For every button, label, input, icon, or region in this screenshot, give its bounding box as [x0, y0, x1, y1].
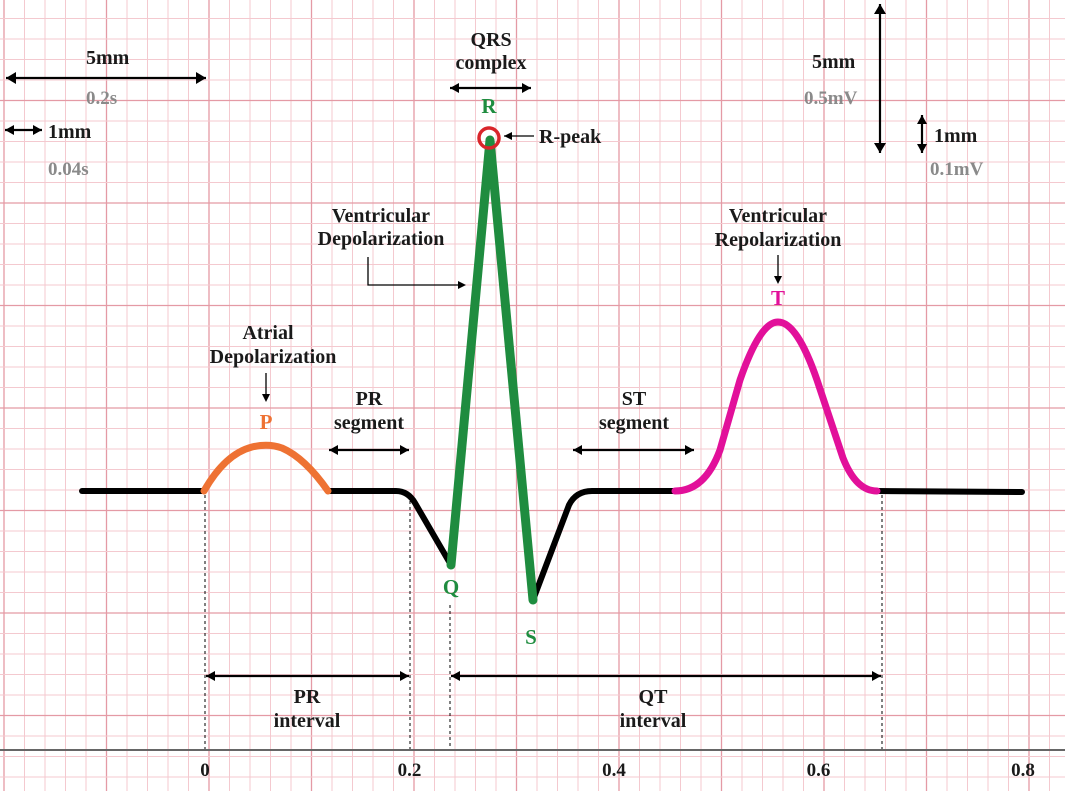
- qrs-complex-label-line1: QRS: [470, 29, 511, 51]
- r-peak-label: R-peak: [539, 126, 602, 148]
- atrial-depolarization-arrow: [262, 373, 270, 402]
- volt-scale-minor-arrow: [917, 115, 927, 153]
- st-segment-trace: [530, 488, 678, 603]
- ventricular-depolarization-arrow: [367, 257, 466, 289]
- pr-interval-label-line2: interval: [274, 710, 341, 732]
- pr-segment-trace: [325, 488, 454, 568]
- volt-major-value: 0.5mV: [804, 88, 858, 109]
- wave-t-label: T: [771, 286, 785, 310]
- p-wave: [200, 441, 332, 495]
- pr-segment-arrow: [329, 445, 409, 455]
- wave-r-label: R: [481, 94, 497, 118]
- pr-segment-label-line1: PR: [356, 388, 383, 410]
- ventricular-repolarization-arrow: [774, 255, 782, 284]
- volt-minor-value: 0.1mV: [930, 159, 984, 180]
- st-segment-label-line2: segment: [599, 412, 669, 434]
- ventricular-repolarization-label-line2: Repolarization: [715, 229, 842, 251]
- qrs-complex-label-line2: complex: [455, 52, 526, 74]
- baseline-after-t: [874, 488, 1025, 495]
- qt-interval-arrow: [451, 671, 881, 681]
- qrs-complex-arrow: [450, 83, 531, 93]
- time-major-label: 5mm: [86, 47, 130, 69]
- ventricular-depolarization-label-line2: Depolarization: [318, 228, 445, 250]
- time-axis-tick-label: 0.8: [1011, 760, 1035, 781]
- volt-major-label: 5mm: [812, 51, 856, 73]
- time-axis-tick-label: 0.6: [807, 760, 831, 781]
- time-axis-tick-label: 0: [200, 760, 210, 781]
- qrs-complex-wave: [446, 135, 538, 605]
- pr-segment-label-line2: segment: [334, 412, 404, 434]
- time-major-value: 0.2s: [86, 88, 117, 109]
- st-segment-label-line1: ST: [622, 388, 647, 410]
- st-segment-arrow: [573, 445, 694, 455]
- wave-s-label: S: [525, 625, 537, 649]
- time-scale-minor-arrow: [5, 125, 42, 135]
- volt-scale-major-arrow: [874, 4, 886, 153]
- time-minor-label: 1mm: [48, 121, 92, 143]
- atrial-depolarization-label-line1: Atrial: [242, 322, 294, 344]
- time-axis-ticks: 0 0.2 0.4 0.6 0.8: [200, 760, 1035, 781]
- pr-interval-label-line1: PR: [294, 686, 321, 708]
- time-axis-tick-label: 0.2: [398, 760, 422, 781]
- atrial-depolarization-label-line2: Depolarization: [210, 346, 337, 368]
- r-peak-arrow: [504, 132, 534, 140]
- time-scale-major-arrow: [6, 72, 206, 84]
- qt-interval-label-line2: interval: [620, 710, 687, 732]
- ventricular-depolarization-label-line1: Ventricular: [332, 205, 430, 227]
- volt-minor-label: 1mm: [934, 125, 978, 147]
- wave-p-label: P: [260, 410, 273, 434]
- qt-interval-label-line1: QT: [639, 686, 669, 708]
- pr-interval-arrow: [206, 671, 409, 681]
- r-peak-marker: [477, 126, 501, 150]
- time-axis-tick-label: 0.4: [602, 760, 626, 781]
- ventricular-repolarization-label-line1: Ventricular: [729, 205, 827, 227]
- time-minor-value: 0.04s: [48, 159, 89, 180]
- wave-q-label: Q: [443, 575, 459, 599]
- t-wave: [671, 318, 881, 495]
